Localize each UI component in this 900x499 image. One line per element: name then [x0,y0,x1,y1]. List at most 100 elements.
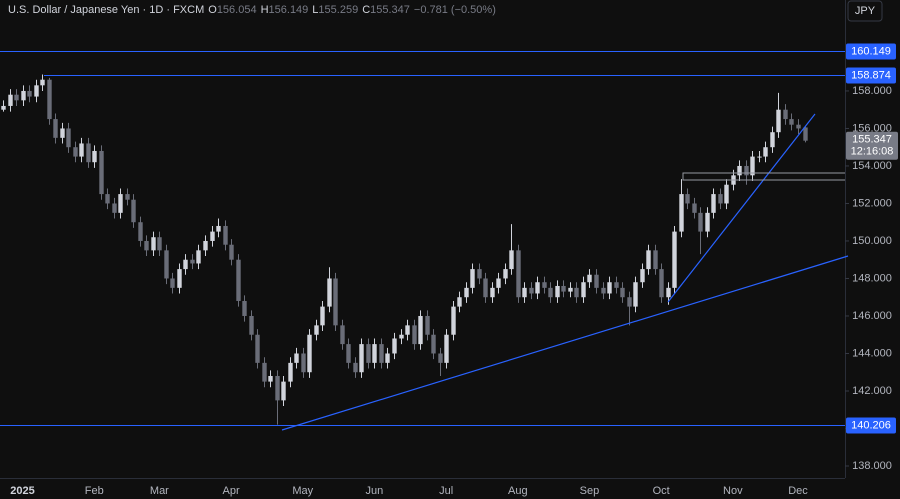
countdown: 12:16:08 [851,146,894,158]
y-tick-label: 152.000 [852,197,892,209]
candle-body [262,362,267,382]
candle-body [698,212,703,232]
candle-body [294,353,299,363]
candle-body [79,143,84,157]
candle-body [548,287,553,298]
candle-body [555,285,560,298]
price-axis: 138.000140.000142.000144.000146.000148.0… [845,43,898,472]
candle-body [672,231,677,288]
level-label: 158.874 [851,69,891,81]
candle-body [314,325,319,335]
candle-body [529,287,534,294]
currency-label[interactable]: JPY [855,5,876,17]
candle-body [470,269,475,288]
candle-body [196,250,201,264]
candle-body [53,119,58,138]
currency-button[interactable] [847,0,883,22]
header: U.S. Dollar / Japanese Yen · 1D · FXCM O… [8,4,496,16]
legend-value: 156.149 [269,4,309,16]
candle-body [568,287,573,292]
candle-body [366,344,371,363]
candle-body [464,287,469,298]
level-label: 140.206 [851,419,891,431]
candle-body [392,338,397,354]
candle-body [509,250,514,270]
x-tick-label: 2025 [10,485,34,497]
x-tick-label: May [292,485,313,497]
candle-body [27,90,32,97]
candle-body [275,375,280,401]
last-price-box [846,131,898,160]
candle-body [431,334,436,354]
candle-body [444,334,449,363]
candle-body [653,250,658,270]
legend-value: 155.259 [318,4,358,16]
candle-body [1,105,6,110]
candle-body [483,278,488,298]
candle-body [503,269,508,279]
candle-body [646,250,651,270]
candle-body [496,278,501,288]
candle-body [346,344,351,363]
candle-body [236,259,241,301]
candle-body [718,194,723,204]
candle-body [633,282,638,307]
candle-body [177,269,182,288]
candle-body [666,287,671,298]
x-tick-label: Jun [366,485,384,497]
candle-body [522,287,527,298]
candle-body [451,306,456,335]
candle-body [281,381,286,401]
level-label: 160.149 [851,45,891,57]
candle-body [601,287,606,294]
candle-body [47,79,52,120]
candle-body [516,250,521,298]
y-tick-label: 150.000 [852,235,892,247]
candle-body [587,274,592,283]
candle-body [92,150,97,163]
candle-body [112,203,117,213]
candle-body [183,259,188,270]
candle-body [620,287,625,298]
candle-body [379,344,384,363]
trendline [667,113,816,303]
candle-body [542,282,547,288]
legend-key: L [312,4,318,16]
x-tick-label: Nov [723,485,743,497]
candle-body [60,128,65,138]
candle-body [724,184,729,204]
x-tick-label: Aug [508,485,528,497]
candle-body [138,222,143,241]
legend-change: −0.781 (−0.50%) [414,4,496,16]
candle-body [359,344,364,373]
candle-body [744,165,749,176]
candle-body [170,278,175,288]
candle-body [796,124,801,129]
candle-body [757,156,762,158]
candle-body [711,194,716,213]
legend-value: 155.347 [370,4,410,16]
candle-body [34,85,39,97]
candle-body [118,194,123,213]
candle-body [776,109,781,133]
candle-body [151,237,156,251]
candle-body [203,240,208,251]
y-tick-label: 142.000 [852,385,892,397]
candle-body [320,306,325,326]
y-tick-label: 156.000 [852,122,892,134]
candle-body [268,375,273,382]
candle-body [66,128,71,148]
x-tick-label: Sep [580,485,600,497]
candle-body [340,325,345,345]
x-tick-label: Jul [439,485,453,497]
trendline [281,255,849,431]
candle-body [640,269,645,283]
candle-body [438,353,443,363]
candle-body [737,165,742,176]
candle-body [412,325,417,345]
candle-body [73,147,78,157]
candle-body [581,282,586,298]
candle-body [372,344,377,363]
candle-body [255,334,260,363]
